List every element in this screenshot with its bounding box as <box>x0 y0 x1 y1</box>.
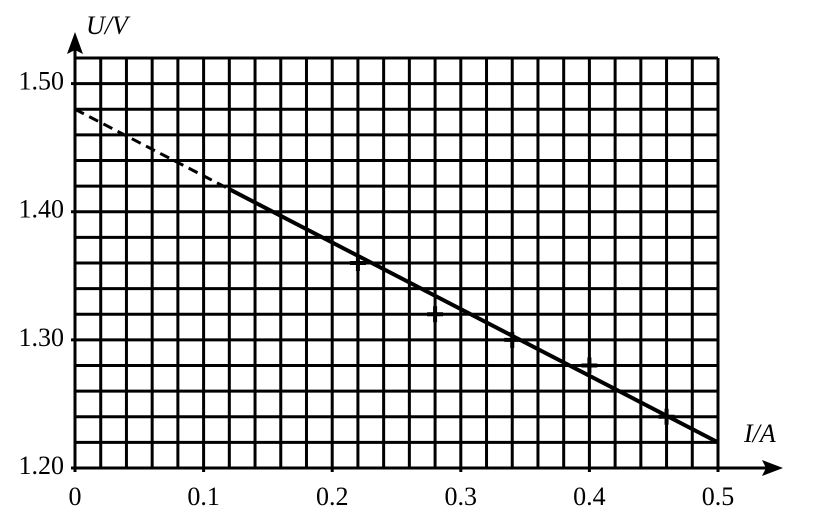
data-point <box>581 357 598 374</box>
x-tick-label: 0.1 <box>187 482 220 511</box>
x-axis-label: I/A <box>743 419 776 448</box>
data-point <box>427 306 444 323</box>
fit-line-extrapolated <box>74 107 231 191</box>
data-point <box>349 255 366 271</box>
y-tick-label: 1.50 <box>19 67 65 96</box>
data-point <box>504 331 521 348</box>
y-tick-label: 1.20 <box>19 451 65 480</box>
data-point <box>658 408 675 425</box>
x-axis-arrow <box>762 460 783 476</box>
y-tick-label: 1.30 <box>19 323 65 352</box>
x-tick-label: 0.5 <box>702 482 735 511</box>
y-axis-label: U/V <box>86 11 131 40</box>
y-tick-label: 1.40 <box>19 195 65 224</box>
x-tick-label: 0.3 <box>445 482 478 511</box>
fit-line <box>228 187 719 445</box>
y-axis-arrow <box>67 32 83 54</box>
x-tick-label: 0.4 <box>573 482 606 511</box>
x-tick-label: 0.2 <box>316 482 349 511</box>
x-tick-label: 0 <box>69 482 82 511</box>
